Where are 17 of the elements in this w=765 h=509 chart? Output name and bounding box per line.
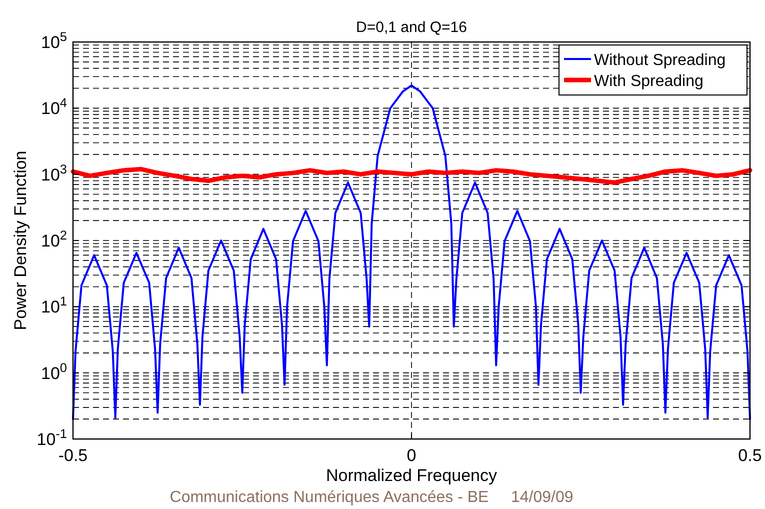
text: Communications Numériques Avancées - BE 14/09/09 [170,489,574,506]
y-tick-label: 10$^{1}$ [40,293,67,317]
y-tick-label: 10$^{-1}$ [36,426,67,449]
y-axis-title: Power Density Function [11,150,30,330]
y-tick-label: 10$^{4}$ [40,94,67,118]
y-tick-label: 10$^{0}$ [40,359,67,383]
y-tick-label: 10$^{2}$ [40,227,67,250]
x-tick-label: 0 [406,446,416,465]
legend-label: With Spreading [594,73,704,90]
x-tick-label: 0.5 [738,446,762,465]
x-axis-title: Normalized Frequency [326,466,498,485]
line-series [70,166,752,185]
x-tick-label: -0.5 [58,446,88,465]
chart-title: D=0,1 and Q=16 [356,19,467,36]
legend-label: Without Spreading [594,52,726,69]
y-tick-label: 10$^{5}$ [40,28,67,52]
y-tick-label: 10$^{3}$ [40,160,67,184]
